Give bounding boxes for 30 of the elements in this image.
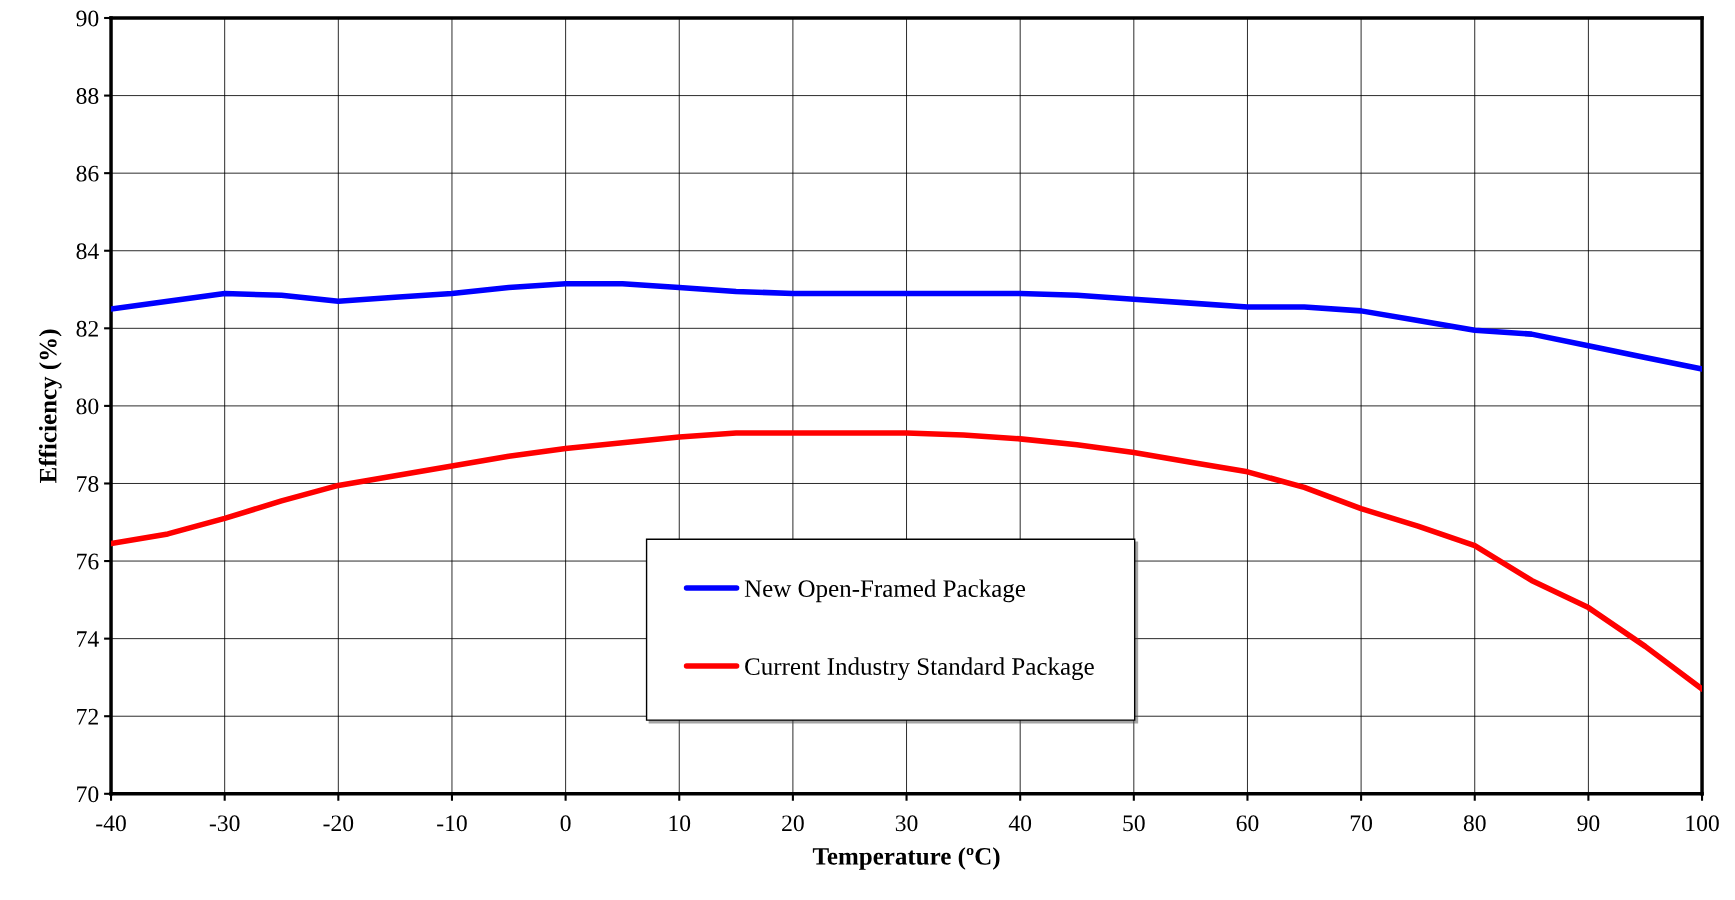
x-tick-label: -20 [323, 815, 354, 832]
x-tick-label: 20 [782, 815, 804, 832]
y-tick-label: 80 [76, 398, 99, 415]
y-tick-label: 70 [77, 786, 99, 803]
x-tick-label: 70 [1350, 815, 1373, 832]
legend-label: New Open-Framed Package [744, 579, 1026, 603]
y-tick-label: 84 [76, 243, 99, 260]
y-tick-label: 74 [77, 631, 99, 647]
y-tick-label: 90 [76, 10, 99, 27]
y-tick-label: 76 [77, 553, 99, 570]
y-tick-label: 78 [77, 475, 99, 492]
x-tick-label: -40 [96, 815, 126, 832]
y-axis-title: Efficiency (%) [38, 329, 62, 483]
x-tick-label: 30 [895, 815, 918, 832]
x-tick-label: 80 [1463, 815, 1486, 832]
legend-label: Current Industry Standard Package [745, 657, 1094, 681]
x-tick-label: -10 [437, 815, 467, 832]
x-tick-label: 0 [560, 815, 571, 832]
x-tick-label: 90 [1577, 815, 1600, 832]
y-tick-label: 86 [76, 165, 99, 182]
x-tick-label: 40 [1008, 815, 1032, 832]
y-tick-label: 88 [76, 88, 99, 104]
x-tick-label: 10 [669, 815, 691, 832]
x-tick-label: 60 [1236, 815, 1259, 832]
x-tick-label: 100 [1686, 815, 1719, 832]
x-tick-label: -30 [209, 815, 240, 832]
y-tick-label: 72 [77, 708, 98, 725]
x-tick-label: 50 [1123, 815, 1145, 832]
y-tick-label: 82 [76, 320, 98, 337]
x-axis-title: Temperature (ºC) [812, 847, 1000, 870]
